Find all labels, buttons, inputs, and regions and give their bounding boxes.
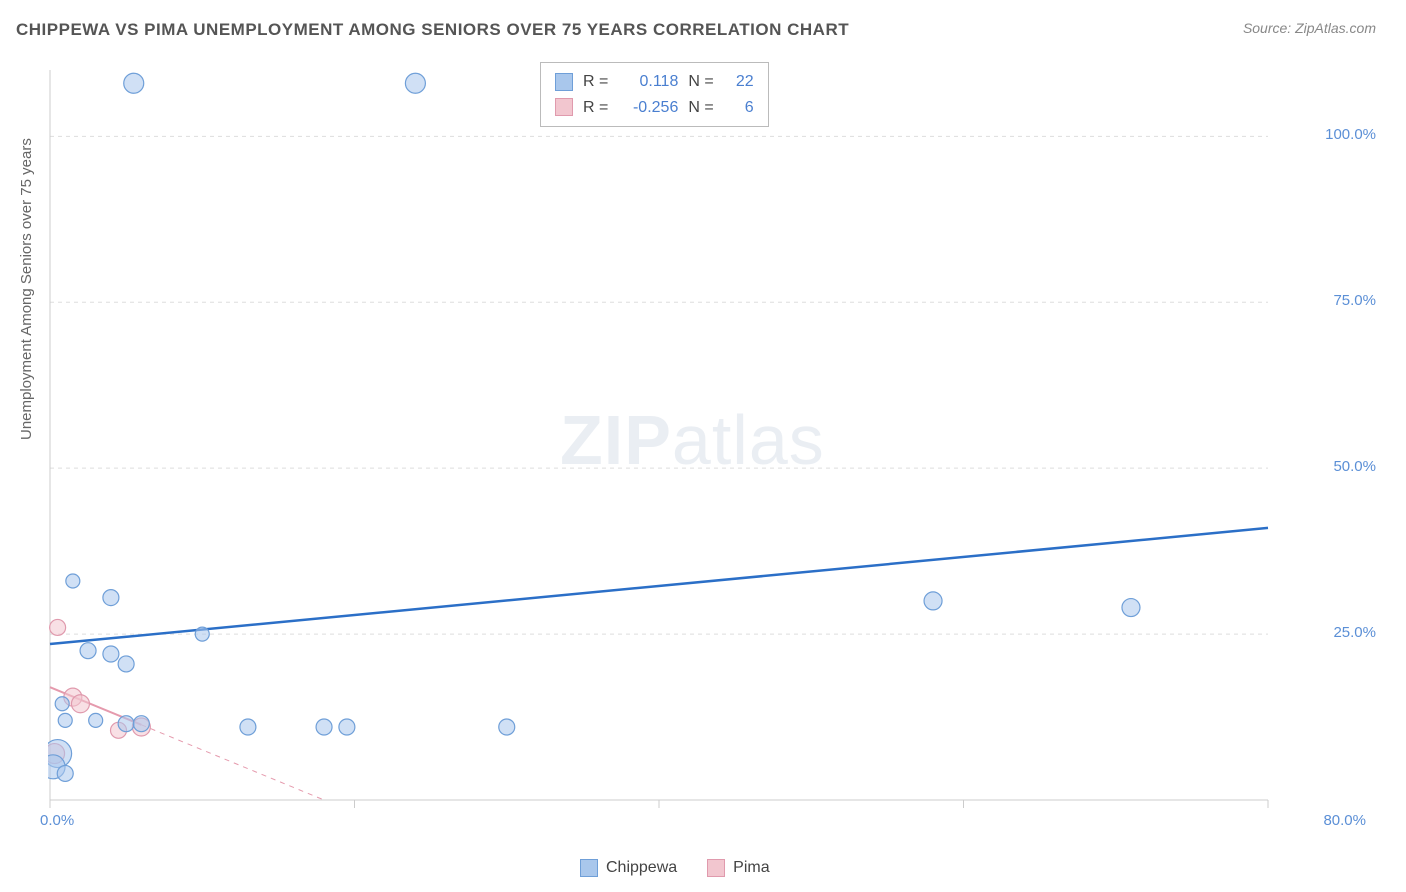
scatter-plot-svg — [48, 60, 1328, 840]
y-tick-label: 100.0% — [1325, 126, 1376, 143]
swatch-icon — [555, 73, 573, 91]
n-value: 6 — [724, 95, 754, 121]
legend-label: Chippewa — [606, 859, 677, 877]
swatch-icon — [555, 98, 573, 116]
n-value: 22 — [724, 69, 754, 95]
legend-item: Pima — [707, 859, 769, 877]
r-label: R = — [583, 69, 608, 95]
source-attribution: Source: ZipAtlas.com — [1243, 20, 1376, 36]
r-value: -0.256 — [618, 95, 678, 121]
r-label: R = — [583, 95, 608, 121]
chart-plot-area — [48, 60, 1328, 840]
legend-label: Pima — [733, 859, 769, 877]
stats-row: R = -0.256 N = 6 — [555, 95, 754, 121]
y-tick-label: 75.0% — [1333, 292, 1376, 309]
y-tick-label: 25.0% — [1333, 624, 1376, 641]
n-label: N = — [688, 69, 713, 95]
y-axis-label: Unemployment Among Seniors over 75 years — [18, 138, 35, 440]
x-tick-label: 0.0% — [40, 812, 74, 829]
stats-row: R = 0.118 N = 22 — [555, 69, 754, 95]
r-value: 0.118 — [618, 69, 678, 95]
chart-title: CHIPPEWA VS PIMA UNEMPLOYMENT AMONG SENI… — [16, 20, 849, 40]
n-label: N = — [688, 95, 713, 121]
legend-item: Chippewa — [580, 859, 677, 877]
swatch-icon — [707, 859, 725, 877]
correlation-stats-box: R = 0.118 N = 22 R = -0.256 N = 6 — [540, 62, 769, 127]
legend: Chippewa Pima — [580, 859, 770, 877]
y-tick-label: 50.0% — [1333, 458, 1376, 475]
x-tick-label: 80.0% — [1323, 812, 1366, 829]
swatch-icon — [580, 859, 598, 877]
